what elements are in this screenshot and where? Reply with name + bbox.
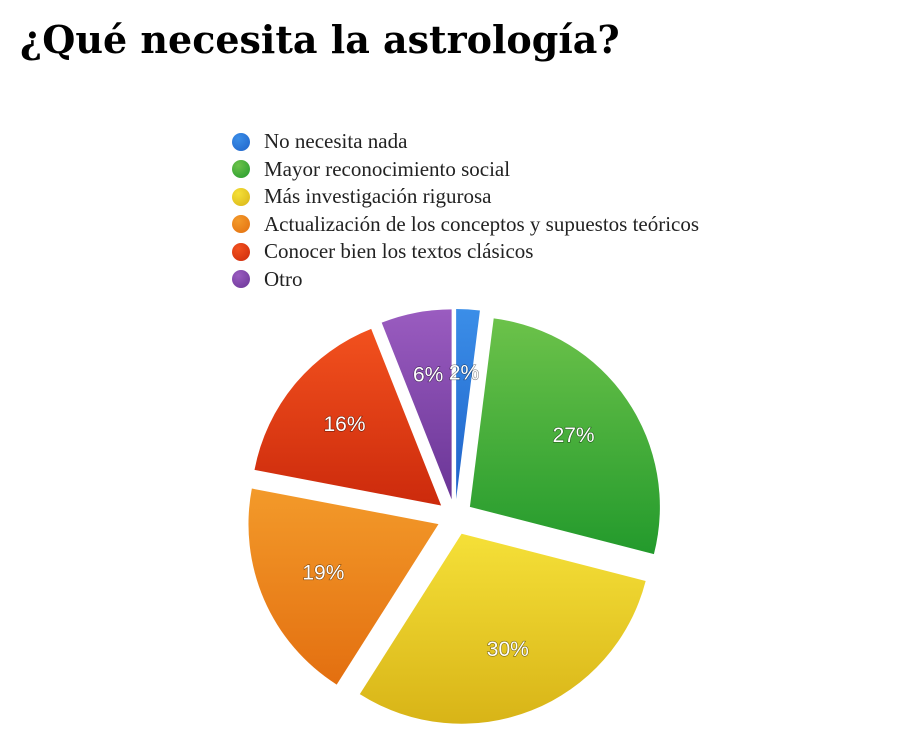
pie-slice-label-4: 16% xyxy=(323,413,365,436)
pie-slice-label-5: 6% xyxy=(413,364,443,387)
legend-item-actualizacion-conceptos: Actualización de los conceptos y supuest… xyxy=(232,211,699,239)
legend-item-mayor-reconocimiento-social: Mayor reconocimiento social xyxy=(232,156,699,184)
legend-label: Actualización de los conceptos y supuest… xyxy=(264,211,700,236)
pie-labels: 2% 27% 30% 19% 16% 6% xyxy=(302,361,595,662)
pie-slice-2 xyxy=(359,533,646,724)
legend-item-no-necesita-nada: No necesita nada xyxy=(232,128,699,156)
pie-slice-5 xyxy=(381,309,452,500)
legend-label: Mayor reconocimiento social xyxy=(264,156,511,181)
pie-slices xyxy=(248,309,660,724)
legend-dot-icon xyxy=(232,215,250,234)
pie-slice-label-3: 19% xyxy=(302,561,344,584)
legend-dot-icon xyxy=(232,270,250,289)
legend-dot-icon xyxy=(232,132,250,151)
legend-item-conocer-textos-clasicos: Conocer bien los textos clásicos xyxy=(232,238,699,266)
pie-slice-0 xyxy=(456,309,480,500)
pie-slice-3 xyxy=(248,488,439,685)
pie-slice-label-0: 2% xyxy=(449,361,479,384)
legend-label: Conocer bien los textos clásicos xyxy=(264,239,534,264)
legend-dot-icon xyxy=(232,242,250,261)
legend-label: Más investigación rigurosa xyxy=(264,184,492,209)
page-title: ¿Qué necesita la astrología? xyxy=(20,17,620,62)
legend-label: Otro xyxy=(264,266,303,291)
pie-slice-label-2: 30% xyxy=(487,638,529,661)
legend-item-otro: Otro xyxy=(232,266,699,294)
legend-label: No necesita nada xyxy=(264,129,408,154)
chart-legend: No necesita nada Mayor reconocimiento so… xyxy=(232,128,699,293)
pie-slice-label-1: 27% xyxy=(553,424,595,447)
pie-slice-1 xyxy=(469,318,660,555)
legend-dot-icon xyxy=(232,187,250,206)
legend-dot-icon xyxy=(232,160,250,179)
pie-slice-4 xyxy=(254,328,442,506)
legend-item-mas-investigacion-rigurosa: Más investigación rigurosa xyxy=(232,183,699,211)
